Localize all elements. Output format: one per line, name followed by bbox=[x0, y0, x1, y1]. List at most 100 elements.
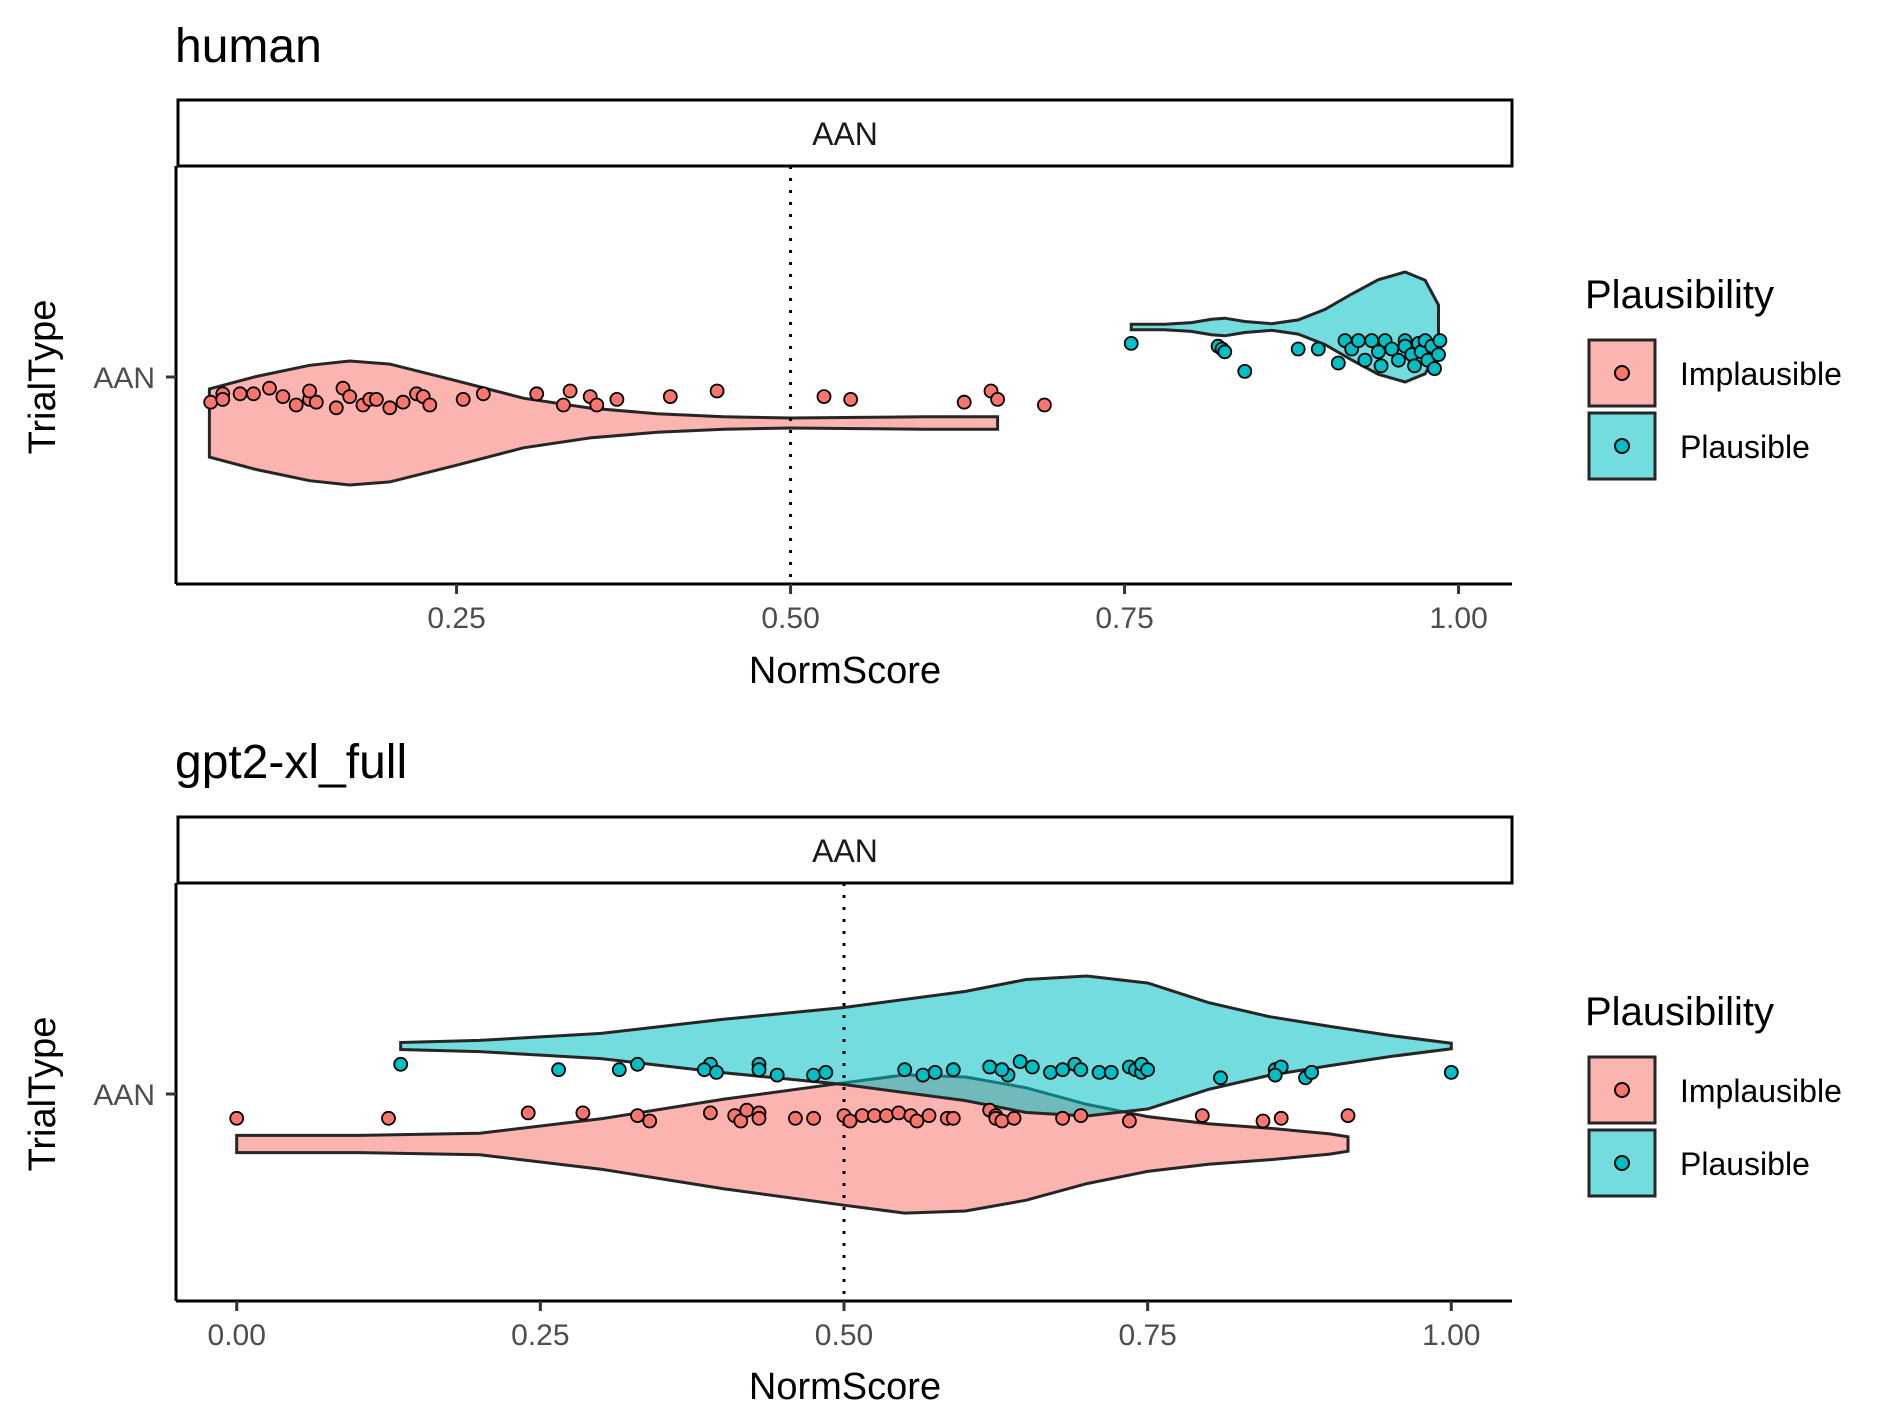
data-point-implausible bbox=[288, 397, 304, 413]
data-point-plausible bbox=[1357, 352, 1373, 368]
data-point-plausible bbox=[1443, 1065, 1459, 1080]
data-point-plausible bbox=[1304, 1065, 1319, 1080]
data-point-implausible bbox=[422, 397, 438, 413]
data-point-plausible bbox=[1237, 363, 1253, 379]
data-point-implausible bbox=[342, 389, 358, 405]
facet-strip-label: AAN bbox=[812, 833, 878, 869]
legend: Plausibility Implausible Plausible bbox=[1585, 990, 1842, 1198]
data-point-implausible bbox=[246, 386, 261, 402]
data-point-implausible bbox=[609, 391, 625, 407]
data-point-plausible bbox=[927, 1065, 943, 1080]
data-point-plausible bbox=[1024, 1059, 1040, 1075]
data-point-plausible bbox=[994, 1062, 1010, 1078]
data-point-implausible bbox=[215, 391, 231, 407]
data-point-plausible bbox=[1140, 1062, 1155, 1078]
legend-dot-implausible bbox=[1614, 1082, 1630, 1098]
facet-strip-label: AAN bbox=[812, 116, 878, 152]
data-point-plausible bbox=[696, 1062, 712, 1078]
data-point-plausible bbox=[751, 1062, 767, 1078]
data-point-implausible bbox=[381, 1110, 396, 1126]
data-point-implausible bbox=[842, 1113, 858, 1129]
data-point-plausible bbox=[1123, 335, 1139, 351]
data-point-plausible bbox=[551, 1062, 566, 1078]
x-axis-ticks: 0.25 0.50 0.75 1.00 bbox=[427, 584, 1488, 635]
data-point-plausible bbox=[1091, 1065, 1107, 1080]
data-point-implausible bbox=[816, 389, 832, 405]
data-point-plausible bbox=[945, 1062, 961, 1078]
data-point-plausible bbox=[1043, 1065, 1058, 1080]
data-point-plausible bbox=[1217, 344, 1233, 360]
data-point-implausible bbox=[1122, 1113, 1137, 1129]
data-point-implausible bbox=[994, 1113, 1010, 1129]
data-point-plausible bbox=[611, 1062, 627, 1078]
data-point-implausible bbox=[368, 391, 384, 407]
data-point-implausible bbox=[867, 1108, 882, 1123]
data-point-implausible bbox=[879, 1108, 894, 1123]
data-point-implausible bbox=[395, 394, 411, 410]
data-point-implausible bbox=[562, 383, 578, 399]
data-point-plausible bbox=[1432, 333, 1448, 349]
x-tick-label: 1.00 bbox=[1429, 602, 1487, 635]
x-axis-title: NormScore bbox=[749, 650, 941, 692]
data-point-implausible bbox=[642, 1113, 658, 1129]
data-point-implausible bbox=[703, 1105, 718, 1121]
data-point-plausible bbox=[1407, 358, 1422, 374]
data-point-implausible bbox=[1194, 1108, 1210, 1123]
data-point-implausible bbox=[1037, 397, 1052, 413]
legend: Plausibility Implausible Plausible bbox=[1585, 273, 1842, 481]
data-point-plausible bbox=[1213, 1070, 1228, 1086]
data-point-implausible bbox=[520, 1105, 536, 1121]
data-point-plausible bbox=[1012, 1054, 1028, 1069]
plot-area bbox=[229, 883, 1459, 1301]
data-point-implausible bbox=[630, 1108, 645, 1123]
data-point-implausible bbox=[262, 380, 277, 396]
data-point-implausible bbox=[956, 394, 972, 410]
data-point-implausible bbox=[1273, 1110, 1289, 1126]
y-axis-title: TrialType bbox=[22, 300, 64, 455]
data-point-plausible bbox=[1373, 358, 1389, 374]
data-point-plausible bbox=[1330, 355, 1346, 371]
legend-label-plausible: Plausible bbox=[1680, 429, 1810, 465]
x-tick-label: 0.50 bbox=[815, 1319, 873, 1352]
data-point-implausible bbox=[1340, 1108, 1356, 1123]
x-tick-label: 1.00 bbox=[1422, 1319, 1480, 1352]
x-tick-label: 0.25 bbox=[511, 1319, 569, 1352]
legend-label-plausible: Plausible bbox=[1680, 1146, 1810, 1182]
data-point-plausible bbox=[1055, 1062, 1070, 1078]
legend-title: Plausibility bbox=[1585, 273, 1774, 317]
data-point-implausible bbox=[891, 1105, 907, 1121]
x-tick-label: 0.25 bbox=[427, 602, 485, 635]
panel-title: gpt2-xl_full bbox=[175, 736, 407, 789]
data-point-implausible bbox=[529, 386, 545, 402]
data-point-implausible bbox=[806, 1110, 821, 1126]
data-point-implausible bbox=[662, 389, 678, 405]
data-point-plausible bbox=[769, 1067, 785, 1083]
data-point-implausible bbox=[788, 1110, 803, 1126]
data-point-implausible bbox=[854, 1108, 870, 1123]
x-tick-label: 0.75 bbox=[1118, 1319, 1176, 1352]
x-tick-label: 0.00 bbox=[208, 1319, 266, 1352]
data-point-implausible bbox=[308, 394, 324, 410]
data-point-implausible bbox=[1255, 1113, 1271, 1129]
x-axis-title: NormScore bbox=[749, 1366, 941, 1408]
data-point-plausible bbox=[1351, 333, 1366, 349]
data-point-implausible bbox=[921, 1108, 937, 1123]
facet-strip bbox=[176, 98, 1514, 168]
data-point-implausible bbox=[1006, 1110, 1022, 1126]
data-point-plausible bbox=[709, 1065, 724, 1080]
data-point-implausible bbox=[1073, 1108, 1089, 1123]
data-point-plausible bbox=[1073, 1062, 1089, 1078]
data-point-plausible bbox=[982, 1059, 998, 1075]
data-point-plausible bbox=[1431, 347, 1446, 363]
data-point-implausible bbox=[589, 397, 605, 413]
violin-implausible bbox=[207, 359, 1000, 487]
data-point-implausible bbox=[556, 397, 571, 413]
legend-label-implausible: Implausible bbox=[1680, 1073, 1842, 1109]
violin-plausible bbox=[399, 974, 1453, 1118]
panel-human: human AAN AAN 0.25 0.50 0.75 1.00 NormScore… bbox=[22, 20, 1842, 692]
data-point-plausible bbox=[393, 1056, 409, 1072]
legend-title: Plausibility bbox=[1585, 990, 1774, 1034]
data-point-implausible bbox=[739, 1102, 755, 1118]
data-point-implausible bbox=[945, 1110, 961, 1126]
